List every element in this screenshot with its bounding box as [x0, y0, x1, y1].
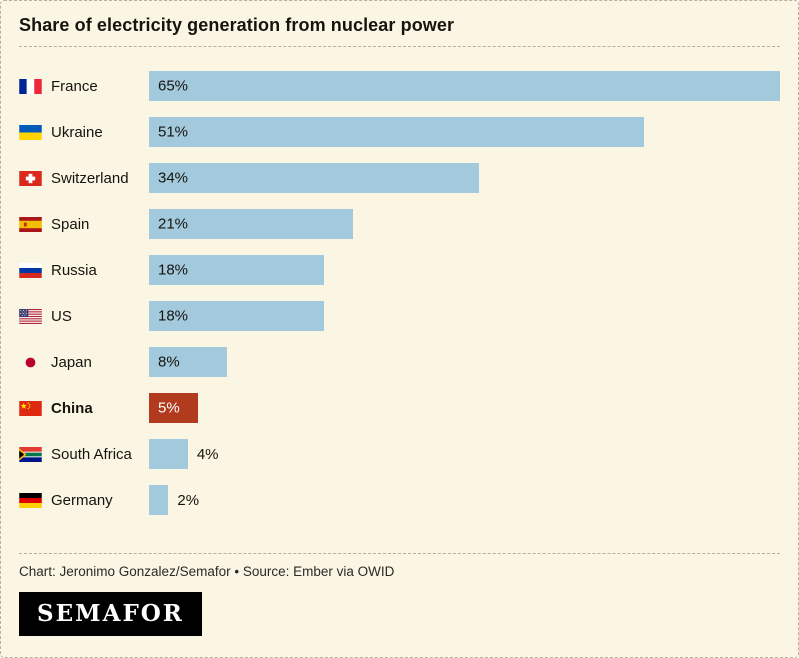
chart-row: South Africa 4%	[19, 431, 780, 477]
value-bar	[149, 209, 353, 239]
value-label: 34%	[158, 169, 189, 187]
value-label: 18%	[158, 261, 189, 279]
row-label-area: Japan	[19, 354, 149, 371]
chart-row: Spain 21%	[19, 201, 780, 247]
country-label: Germany	[51, 491, 113, 509]
row-label-area: Spain	[19, 216, 149, 233]
china-flag-icon	[19, 400, 42, 416]
value-bar	[149, 255, 324, 285]
bar-area: 21%	[149, 201, 780, 247]
value-bar	[149, 485, 169, 515]
row-label-area: Switzerland	[19, 170, 149, 187]
chart-row: Japan 8%	[19, 339, 780, 385]
bar-chart: France 65% Ukraine 51% Switzerland	[19, 47, 780, 523]
bar-area: 65%	[149, 63, 780, 109]
value-bar	[149, 439, 188, 469]
row-label-area: Ukraine	[19, 124, 149, 141]
country-label: China	[51, 399, 93, 417]
us-flag-icon	[19, 308, 42, 324]
bar-area: 51%	[149, 109, 780, 155]
country-label: Spain	[51, 215, 90, 233]
switzerland-flag-icon	[19, 170, 42, 186]
south-africa-flag-icon	[19, 446, 42, 462]
chart-row: US 18%	[19, 293, 780, 339]
value-bar	[149, 393, 198, 423]
value-bar	[149, 71, 780, 101]
bar-area: 18%	[149, 293, 780, 339]
value-bar	[149, 163, 480, 193]
value-bar	[149, 347, 227, 377]
country-label: Switzerland	[51, 169, 129, 187]
country-label: US	[51, 307, 72, 325]
france-flag-icon	[19, 78, 42, 94]
value-label: 4%	[196, 445, 219, 463]
value-label: 2%	[177, 491, 200, 509]
bar-area: 18%	[149, 247, 780, 293]
chart-credit: Chart: Jeronimo Gonzalez/Semafor • Sourc…	[19, 564, 395, 579]
row-label-area: China	[19, 400, 149, 417]
value-bar	[149, 301, 324, 331]
chart-row: Russia 18%	[19, 247, 780, 293]
row-label-area: France	[19, 78, 149, 95]
country-label: France	[51, 77, 98, 95]
row-label-area: Russia	[19, 262, 149, 279]
title-divider	[19, 46, 780, 47]
semafor-logo: SEMAFOR	[19, 592, 202, 636]
value-label: 21%	[158, 215, 189, 233]
russia-flag-icon	[19, 262, 42, 278]
country-label: Ukraine	[51, 123, 103, 141]
chart-row: Ukraine 51%	[19, 109, 780, 155]
chart-row: Switzerland 34%	[19, 155, 780, 201]
spain-flag-icon	[19, 216, 42, 232]
country-label: South Africa	[51, 445, 132, 463]
bar-area: 5%	[149, 385, 780, 431]
row-label-area: Germany	[19, 492, 149, 509]
bar-area: 8%	[149, 339, 780, 385]
value-label: 5%	[158, 399, 180, 417]
value-label: 65%	[158, 77, 189, 95]
chart-row: France 65%	[19, 63, 780, 109]
chart-footer: Chart: Jeronimo Gonzalez/Semafor • Sourc…	[19, 554, 780, 636]
germany-flag-icon	[19, 492, 42, 508]
country-label: Russia	[51, 261, 97, 279]
footer-divider	[19, 553, 780, 554]
bar-area: 34%	[149, 155, 780, 201]
bar-area: 4%	[149, 431, 780, 477]
value-label: 8%	[158, 353, 180, 371]
value-label: 51%	[158, 123, 189, 141]
value-bar	[149, 117, 645, 147]
country-label: Japan	[51, 353, 92, 371]
chart-header: Share of electricity generation from nuc…	[19, 1, 780, 46]
ukraine-flag-icon	[19, 124, 42, 140]
row-label-area: US	[19, 308, 149, 325]
row-label-area: South Africa	[19, 446, 149, 463]
chart-row: China 5%	[19, 385, 780, 431]
bar-area: 2%	[149, 477, 780, 523]
japan-flag-icon	[19, 355, 42, 370]
chart-row: Germany 2%	[19, 477, 780, 523]
chart-title: Share of electricity generation from nuc…	[19, 15, 455, 35]
value-label: 18%	[158, 307, 189, 325]
